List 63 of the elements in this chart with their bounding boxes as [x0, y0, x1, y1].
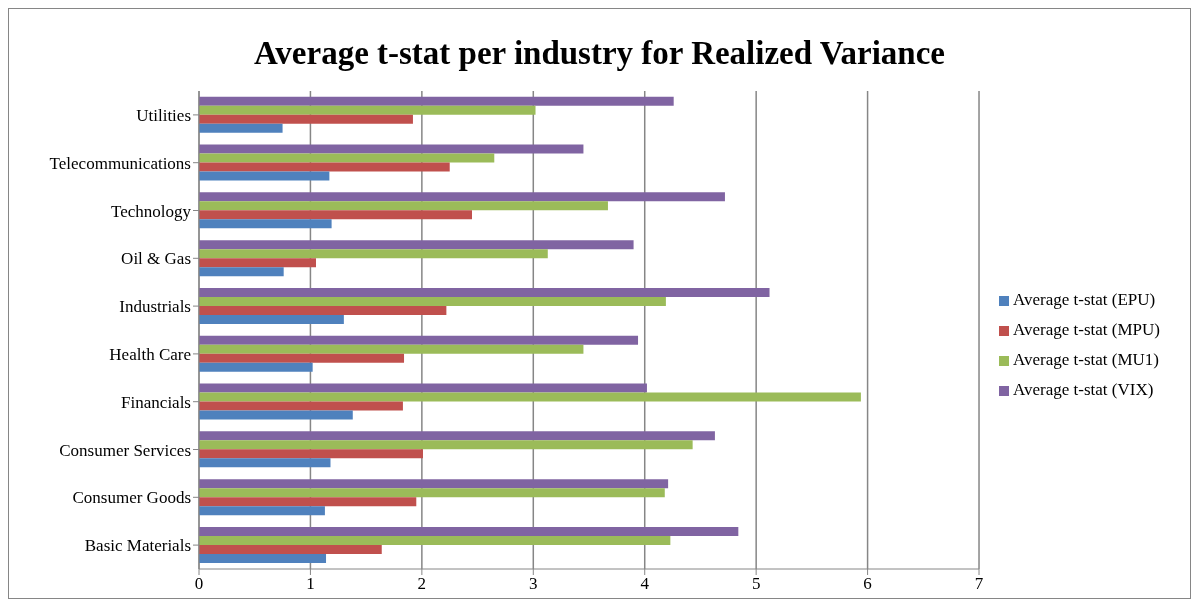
bar	[199, 249, 548, 259]
bar	[199, 114, 413, 124]
bar	[199, 344, 584, 354]
bar	[199, 258, 316, 268]
bar	[199, 506, 325, 516]
bar	[199, 401, 403, 411]
legend-label: Average t-stat (EPU)	[1013, 290, 1156, 309]
bar	[199, 353, 405, 363]
y-tick-label: Basic Materials	[84, 536, 191, 556]
x-tick-label: 0	[194, 574, 204, 594]
bar	[199, 123, 283, 133]
bar	[199, 458, 331, 468]
bar	[199, 267, 284, 277]
bar	[199, 192, 725, 202]
bar	[199, 162, 450, 172]
bar	[199, 305, 447, 315]
x-tick-label: 5	[751, 574, 761, 594]
y-tick-label: Financials	[121, 392, 191, 412]
bar	[199, 392, 861, 402]
bar	[199, 96, 674, 106]
bar	[199, 431, 715, 441]
bar	[199, 144, 584, 154]
legend-label: Average t-stat (VIX)	[1013, 380, 1154, 399]
y-tick-label: Health Care	[109, 344, 191, 364]
y-tick-label: Telecommunications	[49, 153, 191, 173]
y-tick-label: Consumer Services	[59, 440, 191, 460]
bar	[199, 201, 608, 211]
y-tick-label: Industrials	[119, 297, 191, 317]
bar	[199, 535, 671, 545]
bar	[199, 544, 382, 554]
bar	[199, 410, 353, 420]
bar	[199, 171, 330, 181]
bar	[199, 314, 344, 324]
y-tick-label: Consumer Goods	[72, 488, 191, 508]
bar	[199, 362, 313, 372]
x-tick-label: 2	[417, 574, 427, 594]
legend-label: Average t-stat (MU1)	[1013, 350, 1160, 369]
bar	[199, 219, 332, 229]
legend-label: Average t-stat (MPU)	[1013, 320, 1160, 339]
bar	[199, 240, 634, 250]
y-tick-label: Utilities	[136, 105, 191, 125]
x-tick-label: 7	[974, 574, 984, 594]
y-tick-label: Technology	[110, 201, 192, 221]
bar	[199, 296, 666, 306]
bar	[199, 440, 693, 450]
y-tick-label: Oil & Gas	[121, 249, 191, 269]
x-tick-label: 1	[306, 574, 315, 594]
bar	[199, 335, 639, 345]
bar	[199, 526, 739, 536]
bar	[199, 287, 770, 297]
chart-title: Average t-stat per industry for Realized Variance	[252, 34, 947, 73]
bar	[199, 210, 473, 220]
bar	[199, 383, 647, 393]
bar	[199, 153, 495, 163]
bar	[199, 553, 327, 563]
bar	[199, 479, 669, 489]
x-tick-label: 4	[640, 574, 650, 594]
bar	[199, 449, 423, 459]
bar	[199, 497, 417, 507]
bar	[199, 105, 536, 115]
x-tick-label: 6	[863, 574, 872, 594]
x-tick-label: 3	[529, 574, 538, 594]
bar	[199, 488, 665, 498]
